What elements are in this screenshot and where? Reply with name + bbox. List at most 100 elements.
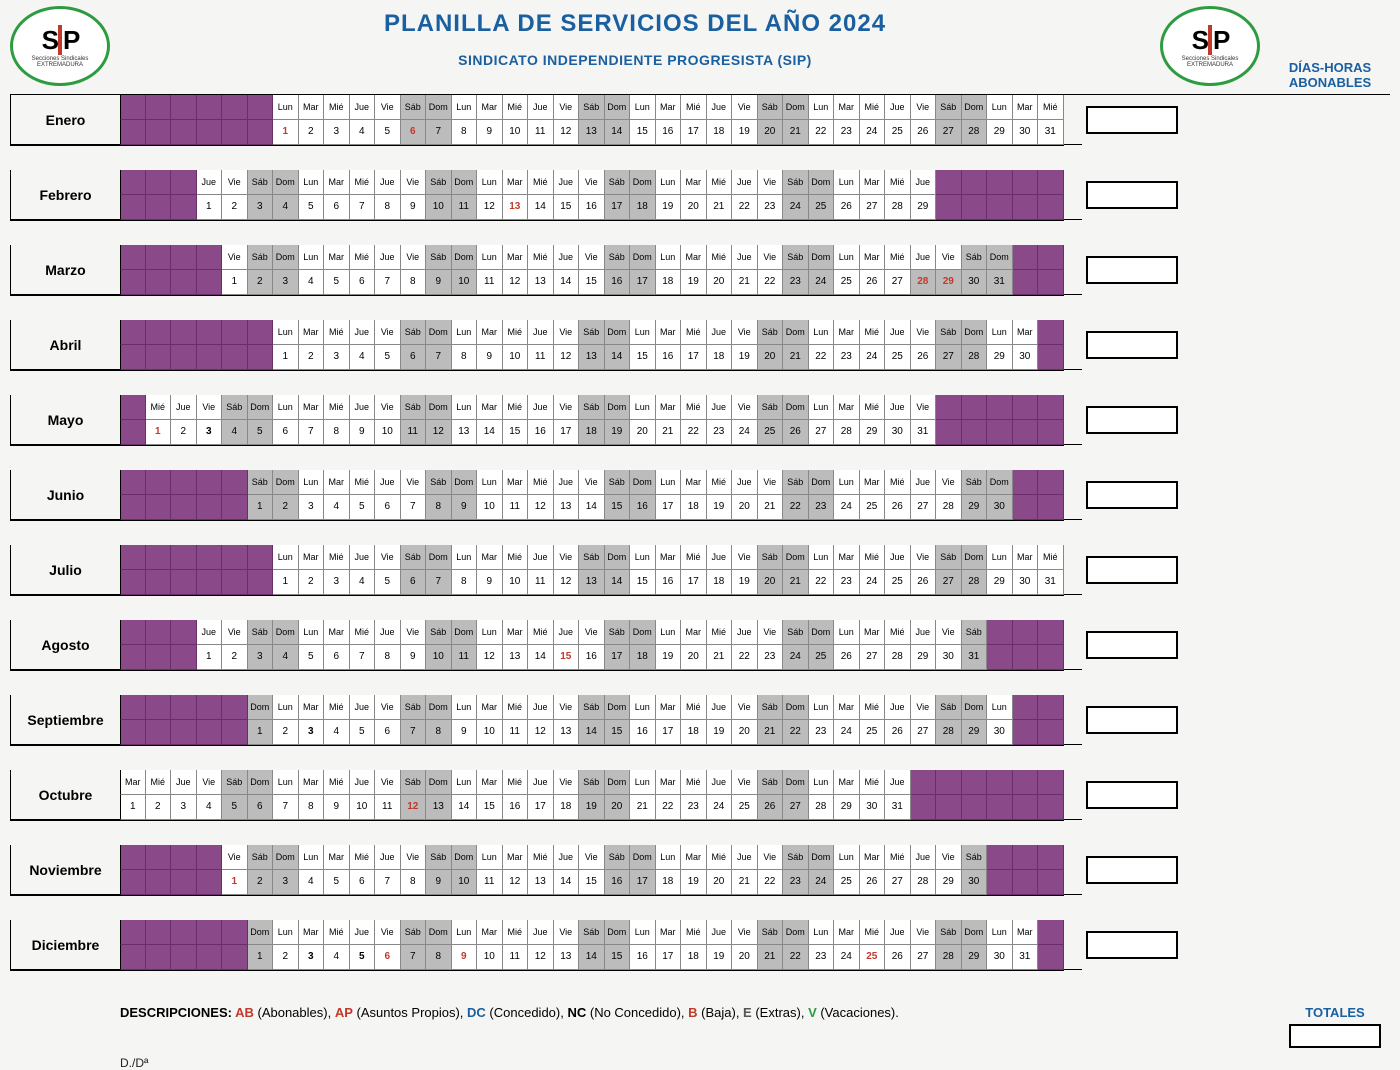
day-cell: 27 [860,195,886,220]
legend-code: E [743,1005,752,1020]
dow-header: Jue [350,695,376,720]
day-cell: 17 [605,645,631,670]
day-cell: 1 [248,495,274,520]
day-cell: 4 [350,120,376,145]
dow-header: Lun [656,170,682,195]
lead-blank [222,120,248,145]
lead-blank [120,945,146,970]
dow-header: Lun [299,620,325,645]
day-cell: 20 [707,870,733,895]
day-cell: 16 [656,345,682,370]
dow-header: Vie [911,320,937,345]
day-cell: 10 [477,945,503,970]
day-cell: 5 [375,570,401,595]
logo-left: SP Secciones Sindicales EXTREMADURA [10,6,110,86]
day-cell: 19 [732,120,758,145]
lead-blank [197,320,223,345]
trail-blank [936,420,962,445]
lead-blank [120,720,146,745]
lead-blank [146,495,172,520]
dow-header: Dom [605,770,631,795]
trail-blank [1038,195,1064,220]
day-cell: 1 [273,570,299,595]
trail-blank [1013,270,1039,295]
day-cell: 12 [528,495,554,520]
dow-header: Mié [324,545,350,570]
dow-header: Dom [809,845,835,870]
day-cell: 19 [579,795,605,820]
day-cell: 6 [350,270,376,295]
trail-blank [987,870,1013,895]
day-cell: 11 [452,645,478,670]
day-cell: 8 [452,570,478,595]
day-cell: 3 [324,345,350,370]
dow-header: Mar [477,920,503,945]
day-cell: 16 [528,420,554,445]
day-cell: 26 [885,495,911,520]
day-cell: 24 [860,570,886,595]
day-cell: 13 [579,570,605,595]
day-cell: 5 [222,795,248,820]
day-cell: 6 [324,195,350,220]
dow-header: Lun [630,395,656,420]
dow-header: Mar [324,245,350,270]
dow-header: Sáb [248,170,274,195]
day-cell: 6 [401,345,427,370]
trail-blank [1013,395,1039,420]
dow-header: Dom [273,245,299,270]
dow-header: Mar [1013,545,1039,570]
dow-header: Vie [401,170,427,195]
day-cell: 23 [783,270,809,295]
dow-header: Vie [732,920,758,945]
trail-blank [1013,845,1039,870]
trail-blank [1038,845,1064,870]
trail-blank [936,795,962,820]
day-cell: 13 [426,795,452,820]
day-cell: 24 [860,120,886,145]
dow-header: Vie [911,695,937,720]
dow-header: Lun [809,320,835,345]
lead-blank [171,920,197,945]
day-cell: 11 [528,120,554,145]
day-cell: 28 [962,345,988,370]
dow-header: Sáb [605,470,631,495]
day-cell: 30 [885,420,911,445]
day-cell: 4 [299,270,325,295]
lead-blank [171,620,197,645]
dow-header: Sáb [401,320,427,345]
dow-header: Mié [324,695,350,720]
dow-header: Dom [783,920,809,945]
day-cell: 18 [707,570,733,595]
lead-blank [197,870,223,895]
day-cell: 8 [401,270,427,295]
dow-header: Mar [834,920,860,945]
day-cell: 4 [222,420,248,445]
trail-blank [987,795,1013,820]
trail-blank [962,395,988,420]
day-cell: 11 [452,195,478,220]
dow-header: Sáb [401,395,427,420]
day-cell: 22 [656,795,682,820]
dow-header: Dom [809,620,835,645]
day-cell: 24 [834,495,860,520]
day-cell: 15 [605,945,631,970]
dow-header: Mar [860,170,886,195]
day-cell: 4 [324,720,350,745]
day-cell: 16 [630,720,656,745]
dow-header: Dom [783,395,809,420]
trail-blank [962,170,988,195]
day-cell: 13 [579,345,605,370]
lead-blank [197,345,223,370]
lead-blank [197,95,223,120]
day-cell: 18 [630,645,656,670]
day-cell: 5 [324,870,350,895]
day-cell: 11 [477,270,503,295]
lead-blank [171,120,197,145]
dow-header: Vie [732,95,758,120]
lead-blank [146,245,172,270]
dow-header: Mié [350,245,376,270]
day-cell: 23 [758,195,784,220]
day-cell: 30 [936,645,962,670]
dow-header: Dom [426,770,452,795]
day-cell: 19 [605,420,631,445]
